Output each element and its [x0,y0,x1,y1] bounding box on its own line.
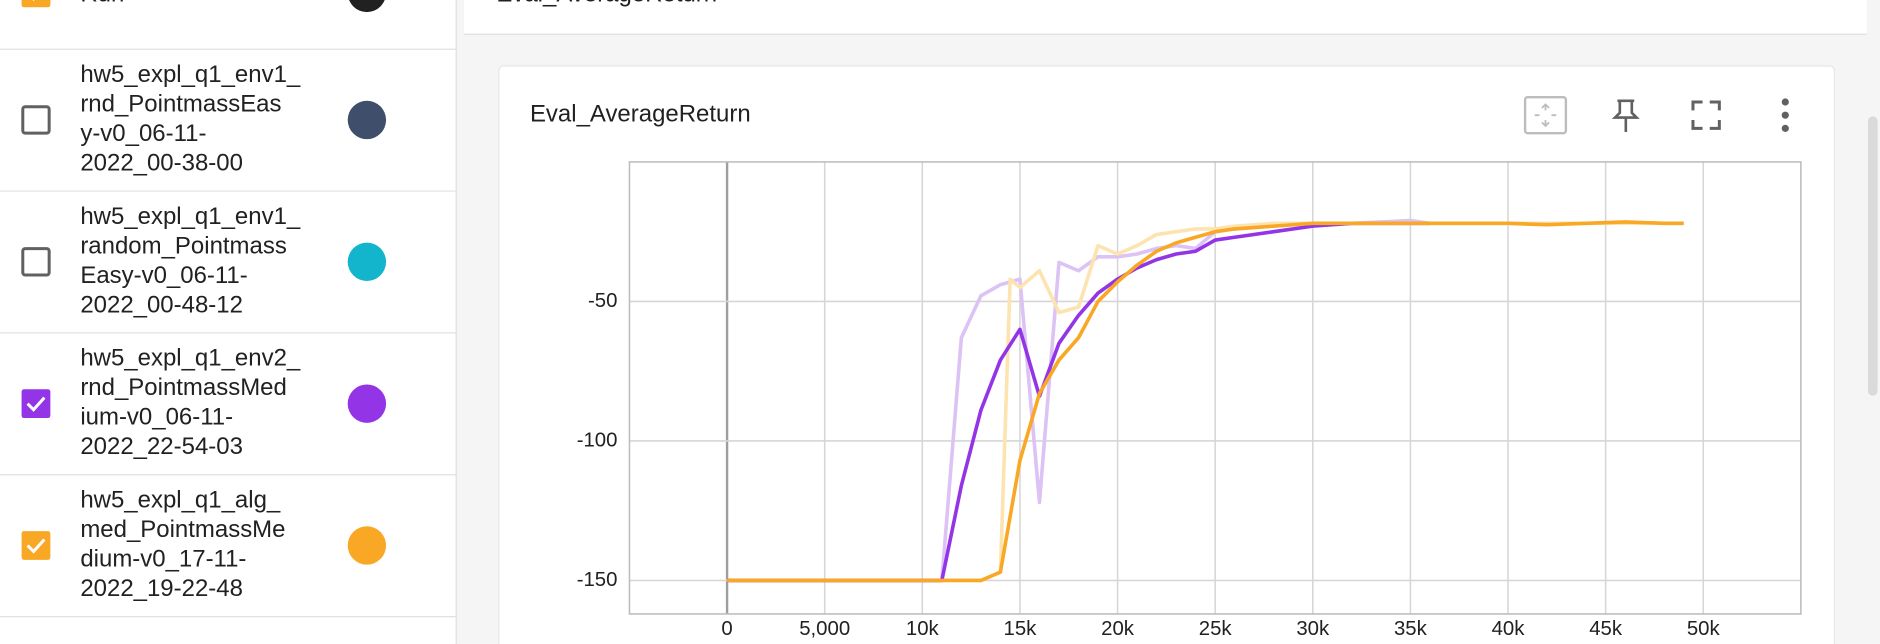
plot: 0 5,000 10k 15k 20k 25k 30k 35k 40k 45k 50k -150 -10… [577,161,1802,640]
color-swatch[interactable] [347,384,387,423]
dot [1781,111,1789,119]
x-tick-label: 30k [1296,618,1330,640]
run-name: rnd_PointmassEas [80,90,281,117]
color-swatch [349,0,385,13]
run-name: 2022_22-54-03 [80,433,243,460]
y-tick-label: -150 [577,569,618,591]
series-line [727,221,1684,583]
run-name: random_Pointmass [80,232,287,259]
run-name: hw5_expl_q1_alg_ [80,486,281,513]
pin-icon[interactable] [1611,99,1640,132]
fullscreen-icon[interactable] [1691,100,1721,130]
fit-arrows [1534,103,1557,128]
run-list: Runhw5_expl_q1_env1_rnd_PointmassEasy-v0… [0,0,456,618]
series-line [727,220,1684,583]
more-icon[interactable] [1781,98,1789,132]
scrollbar[interactable] [1868,116,1878,396]
run-name: 2022_00-38-00 [80,149,243,176]
run-name: rnd_PointmassMed [80,374,287,401]
group-title: Eval_AverageReturn [496,0,717,8]
y-tick-label: -50 [588,290,617,312]
chart-card [498,65,1836,644]
x-tick-label: 40k [1492,618,1526,640]
x-tick-label: 15k [1004,618,1038,640]
dot [1781,124,1789,132]
checkbox[interactable] [21,247,51,277]
color-swatch[interactable] [347,526,387,565]
group-header [464,0,1867,34]
plot-border [628,161,1802,615]
chart-title: Eval_AverageReturn [530,101,751,128]
checkmark [26,538,46,554]
run-name: 2022_19-22-48 [80,575,243,602]
x-tick-label: 25k [1199,618,1233,640]
fit-frame [1523,95,1568,135]
run-name: med_PointmassMe [80,516,285,543]
y-tick-label: -100 [577,429,618,451]
column-header: Run [80,0,124,8]
color-swatch[interactable] [347,100,387,140]
color-swatch[interactable] [347,242,387,281]
checkbox[interactable] [21,531,51,560]
checkmark [26,396,46,412]
fit-icon[interactable] [1523,95,1568,135]
checkbox[interactable] [21,105,51,135]
run-name: hw5_expl_q1_env2_ [80,345,301,372]
run-name: Easy-v0_06-11- [80,262,247,289]
dot [1781,98,1789,106]
checkbox[interactable] [21,389,51,419]
x-tick-label: 20k [1101,618,1135,640]
checkbox[interactable] [21,0,51,8]
x-tick-label: 5,000 [799,618,850,640]
x-tick-label: 10k [906,618,940,640]
run-name: ium-v0_06-11- [80,404,233,431]
x-tick-label: 35k [1394,618,1428,640]
x-tick-label: 50k [1687,618,1721,640]
x-tick-label: 45k [1589,618,1623,640]
run-name: dium-v0_17-11- [80,545,246,572]
run-name: hw5_expl_q1_env1_ [80,203,301,230]
run-name: hw5_expl_q1_env1_ [80,61,301,88]
run-name: 2022_00-48-12 [80,291,243,318]
run-name: y-v0_06-11- [80,120,206,147]
x-tick-label: 0 [721,618,732,640]
